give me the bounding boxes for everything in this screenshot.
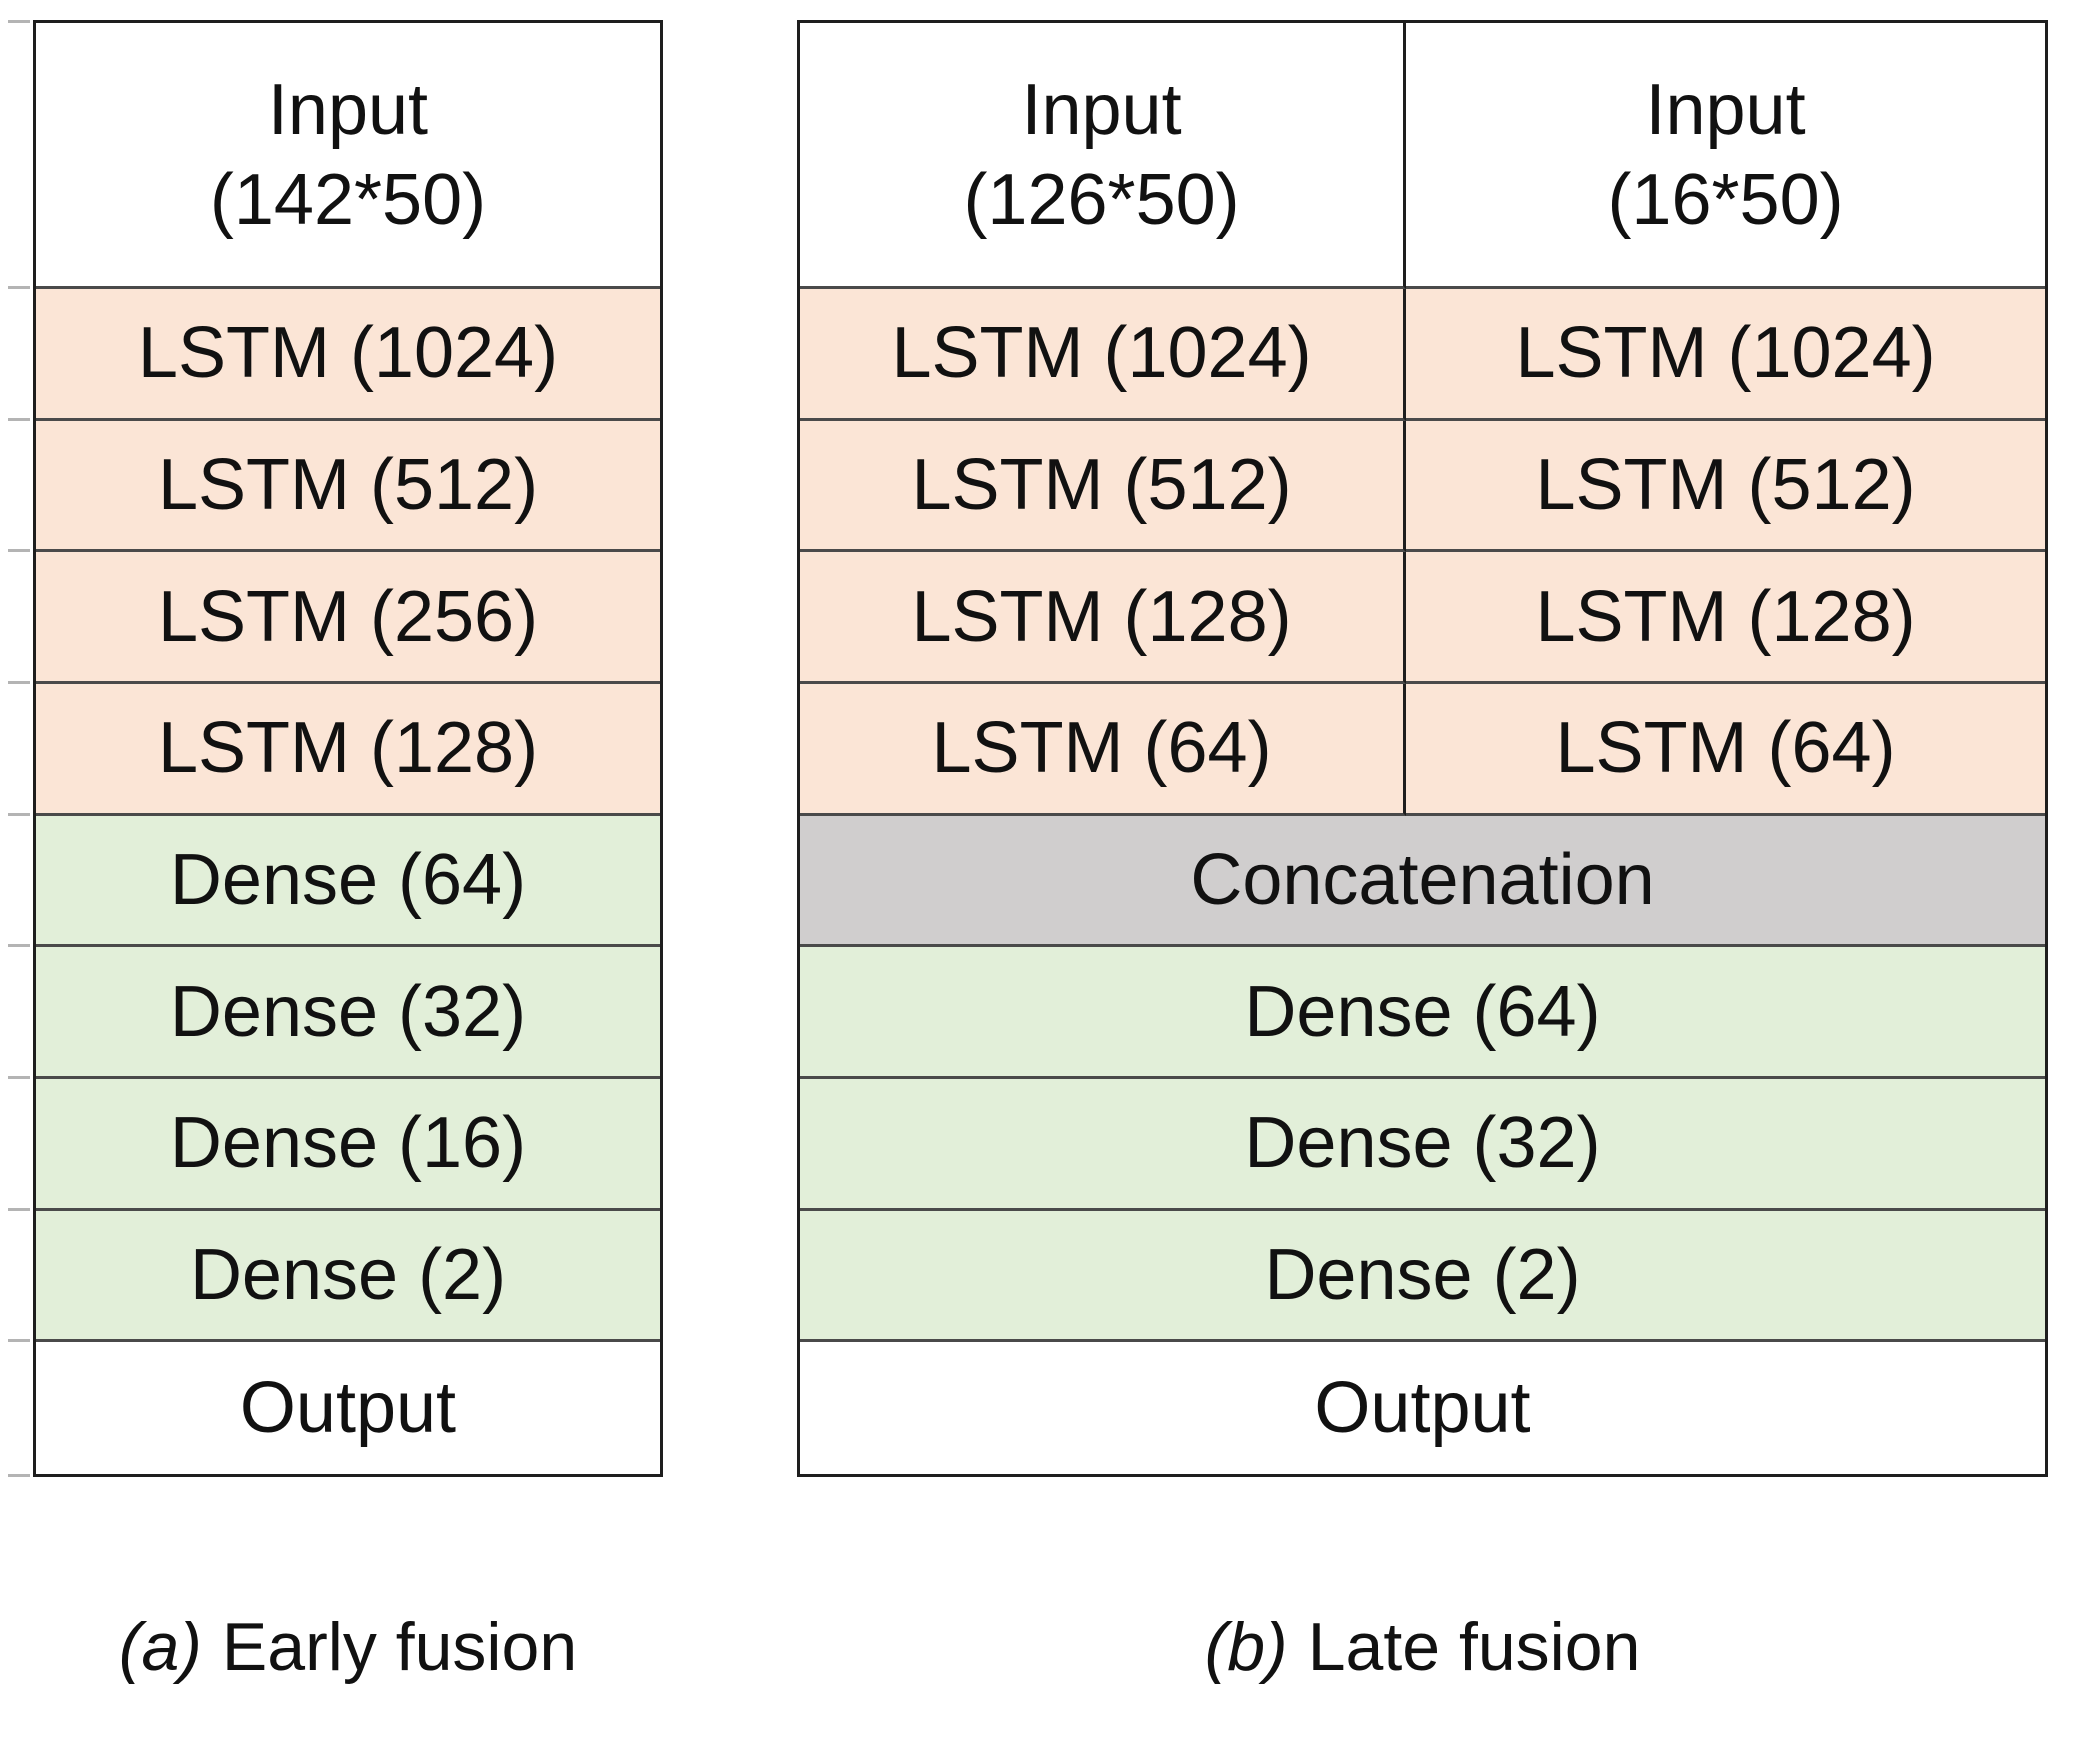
caption-early-fusion: (a) Early fusion [33,1608,663,1686]
caption-label: Late fusion [1307,1609,1641,1685]
layer-cell-dense-64: Dense (64) [800,947,2045,1079]
layer-cell-input-right: Input (16*50) [1406,23,2045,289]
layer-cell-lstm-64-left: LSTM (64) [800,684,1407,816]
layer-cell-lstm-1024: LSTM (1024) [8,289,660,421]
caption-index: (a) [118,1609,202,1685]
input-shape: (126*50) [963,159,1240,240]
layer-cell-dense-16: Dense (16) [8,1079,660,1211]
layer-cell-output: Output [800,1342,2045,1474]
layer-cell-dense-64: Dense (64) [8,815,660,948]
layer-cell-concatenation: Concatenation [800,815,2045,948]
layer-cell-output: Output [8,1342,660,1477]
layer-cell-lstm-128-right: LSTM (128) [1406,552,2045,684]
layer-cell-lstm-128-left: LSTM (128) [800,552,1407,684]
layer-cell-dense-2: Dense (2) [800,1210,2045,1343]
layer-cell-lstm-256: LSTM (256) [8,552,660,684]
input-label: Input [267,69,429,150]
layer-cell-lstm-64-right: LSTM (64) [1406,684,2045,816]
layer-cell-lstm-512-left: LSTM (512) [800,420,1407,553]
layer-cell-input-left: Input (126*50) [800,23,1407,289]
caption-late-fusion: (b) Late fusion [797,1608,2048,1686]
late-fusion-network: Input (126*50) Input (16*50) LSTM (1024)… [797,20,2048,1477]
layer-cell-lstm-1024-right: LSTM (1024) [1406,289,2045,421]
layer-cell-lstm-1024-left: LSTM (1024) [800,289,1407,421]
caption-index: (b) [1204,1609,1288,1685]
layer-cell-dense-2: Dense (2) [8,1210,660,1343]
input-shape: (16*50) [1607,159,1844,240]
layer-cell-lstm-512: LSTM (512) [8,420,660,553]
layer-cell-dense-32: Dense (32) [8,947,660,1079]
input-shape: (142*50) [209,159,487,240]
layer-cell-input: Input (142*50) [8,23,660,289]
caption-label: Early fusion [221,1609,578,1685]
layer-cell-dense-32: Dense (32) [800,1079,2045,1211]
input-label: Input [1645,69,1806,150]
input-label: Input [1021,69,1182,150]
layer-cell-lstm-512-right: LSTM (512) [1406,420,2045,553]
early-fusion-network: Input (142*50) LSTM (1024) LSTM (512) LS… [8,20,663,1477]
layer-cell-lstm-128: LSTM (128) [8,684,660,816]
